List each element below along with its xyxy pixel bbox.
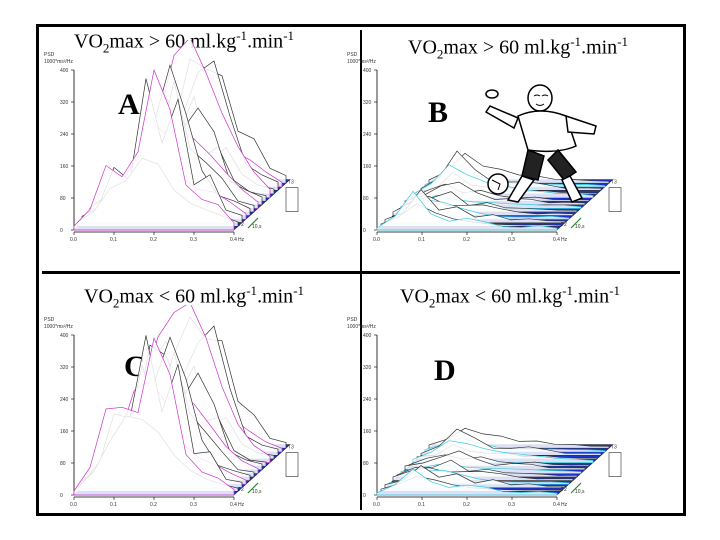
y-axis-unit: 1000*ms²/Hz xyxy=(347,59,376,65)
y-axis-unit: 1000*ms²/Hz xyxy=(347,324,376,330)
time-label-t2: T2 xyxy=(561,487,567,493)
x-tick-label: 0.0 xyxy=(373,237,380,243)
vertical-divider xyxy=(360,30,362,510)
y-tick-label: 400 xyxy=(363,68,372,74)
y-tick-label: 240 xyxy=(60,397,69,403)
waterfall-trace xyxy=(73,337,235,496)
time-axis-label: 10,s xyxy=(252,489,262,495)
time-label-t2: T2 xyxy=(238,222,244,228)
x-tick-label: 0.3 xyxy=(508,237,515,243)
x-tick-label: 0.1 xyxy=(418,237,425,243)
y-tick-label: 400 xyxy=(363,333,372,339)
y-tick-label: 240 xyxy=(60,132,69,138)
time-label-t3: T3 xyxy=(611,180,617,186)
x-tick-label: 0.2 xyxy=(463,237,470,243)
time-axis-arrow xyxy=(570,482,582,494)
panel-b-title: VO2max > 60 ml.kg-1.min-1 xyxy=(408,34,629,62)
time-axis-arrow xyxy=(247,482,259,494)
waterfall-trace xyxy=(376,468,558,496)
x-tick-label: 0.0 xyxy=(70,502,77,508)
x-tick-label: 0.2 xyxy=(150,237,157,243)
y-axis-unit: 1000*ms²/Hz xyxy=(44,324,73,330)
x-axis-unit: Hz xyxy=(561,502,568,508)
x-tick-label: 0.1 xyxy=(110,237,117,243)
time-axis-label: 10,s xyxy=(575,489,585,495)
time-axis-arrow xyxy=(570,217,582,229)
legend-box xyxy=(285,452,299,477)
y-tick-label: 320 xyxy=(60,100,69,106)
x-tick-label: 0.4 xyxy=(230,237,237,243)
y-tick-label: 240 xyxy=(363,397,372,403)
y-tick-label: 0 xyxy=(60,228,63,234)
time-label-t3: T3 xyxy=(288,180,294,186)
time-label-t2: T2 xyxy=(238,487,244,493)
panel-a-title: VO2max > 60 ml.kg-1.min-1 xyxy=(74,28,295,56)
y-tick-label: 240 xyxy=(363,132,372,138)
soccer-player-illustration xyxy=(484,84,597,203)
y-tick-label: 400 xyxy=(60,68,69,74)
y-tick-label: 400 xyxy=(60,333,69,339)
x-axis-unit: Hz xyxy=(238,502,245,508)
y-tick-label: 320 xyxy=(60,365,69,371)
y-tick-label: 80 xyxy=(363,461,369,467)
y-tick-label: 160 xyxy=(363,429,372,435)
y-axis-label: PSD xyxy=(347,317,358,323)
time-label-t3: T3 xyxy=(611,445,617,451)
y-tick-label: 0 xyxy=(363,228,366,234)
panel-c-title: VO2max < 60 ml.kg-1.min-1 xyxy=(84,283,305,311)
waterfall-trace xyxy=(376,190,558,231)
x-tick-label: 0.1 xyxy=(110,502,117,508)
panel-d-letter: D xyxy=(434,354,456,387)
x-axis-unit: Hz xyxy=(238,237,245,243)
x-tick-label: 0.4 xyxy=(230,502,237,508)
time-axis-arrow xyxy=(247,217,259,229)
x-tick-label: 0.2 xyxy=(150,502,157,508)
x-tick-label: 0.2 xyxy=(463,502,470,508)
x-tick-label: 0.3 xyxy=(508,502,515,508)
x-tick-label: 0.3 xyxy=(190,237,197,243)
panel-b-letter: B xyxy=(428,96,449,129)
y-tick-label: 80 xyxy=(60,461,66,467)
y-axis-unit: 1000*ms²/Hz xyxy=(44,59,73,65)
y-axis-label: PSD xyxy=(44,52,55,58)
x-tick-label: 0.4 xyxy=(553,502,560,508)
x-tick-label: 0.1 xyxy=(418,502,425,508)
y-tick-label: 160 xyxy=(60,429,69,435)
time-label-t3: T3 xyxy=(288,445,294,451)
time-label-t2: T2 xyxy=(561,222,567,228)
y-axis-label: PSD xyxy=(347,52,358,58)
legend-box xyxy=(608,452,622,477)
x-tick-label: 0.4 xyxy=(553,237,560,243)
y-tick-label: 160 xyxy=(60,164,69,170)
y-tick-label: 0 xyxy=(60,493,63,499)
y-tick-label: 320 xyxy=(363,100,372,106)
legend-box xyxy=(608,187,622,212)
x-axis-unit: Hz xyxy=(561,237,568,243)
y-tick-label: 0 xyxy=(363,493,366,499)
time-axis-label: 10,s xyxy=(252,224,262,230)
legend-box xyxy=(285,187,299,212)
y-tick-label: 160 xyxy=(363,164,372,170)
panel-a-letter: A xyxy=(118,88,140,121)
y-tick-label: 320 xyxy=(363,365,372,371)
y-tick-label: 80 xyxy=(363,196,369,202)
x-tick-label: 0.3 xyxy=(190,502,197,508)
y-tick-label: 80 xyxy=(60,196,66,202)
y-axis-label: PSD xyxy=(44,317,55,323)
x-tick-label: 0.0 xyxy=(70,237,77,243)
panel-d-title: VO2max < 60 ml.kg-1.min-1 xyxy=(400,283,621,311)
waterfall-trace xyxy=(73,68,235,231)
time-axis-label: 10,s xyxy=(575,224,585,230)
x-tick-label: 0.0 xyxy=(373,502,380,508)
